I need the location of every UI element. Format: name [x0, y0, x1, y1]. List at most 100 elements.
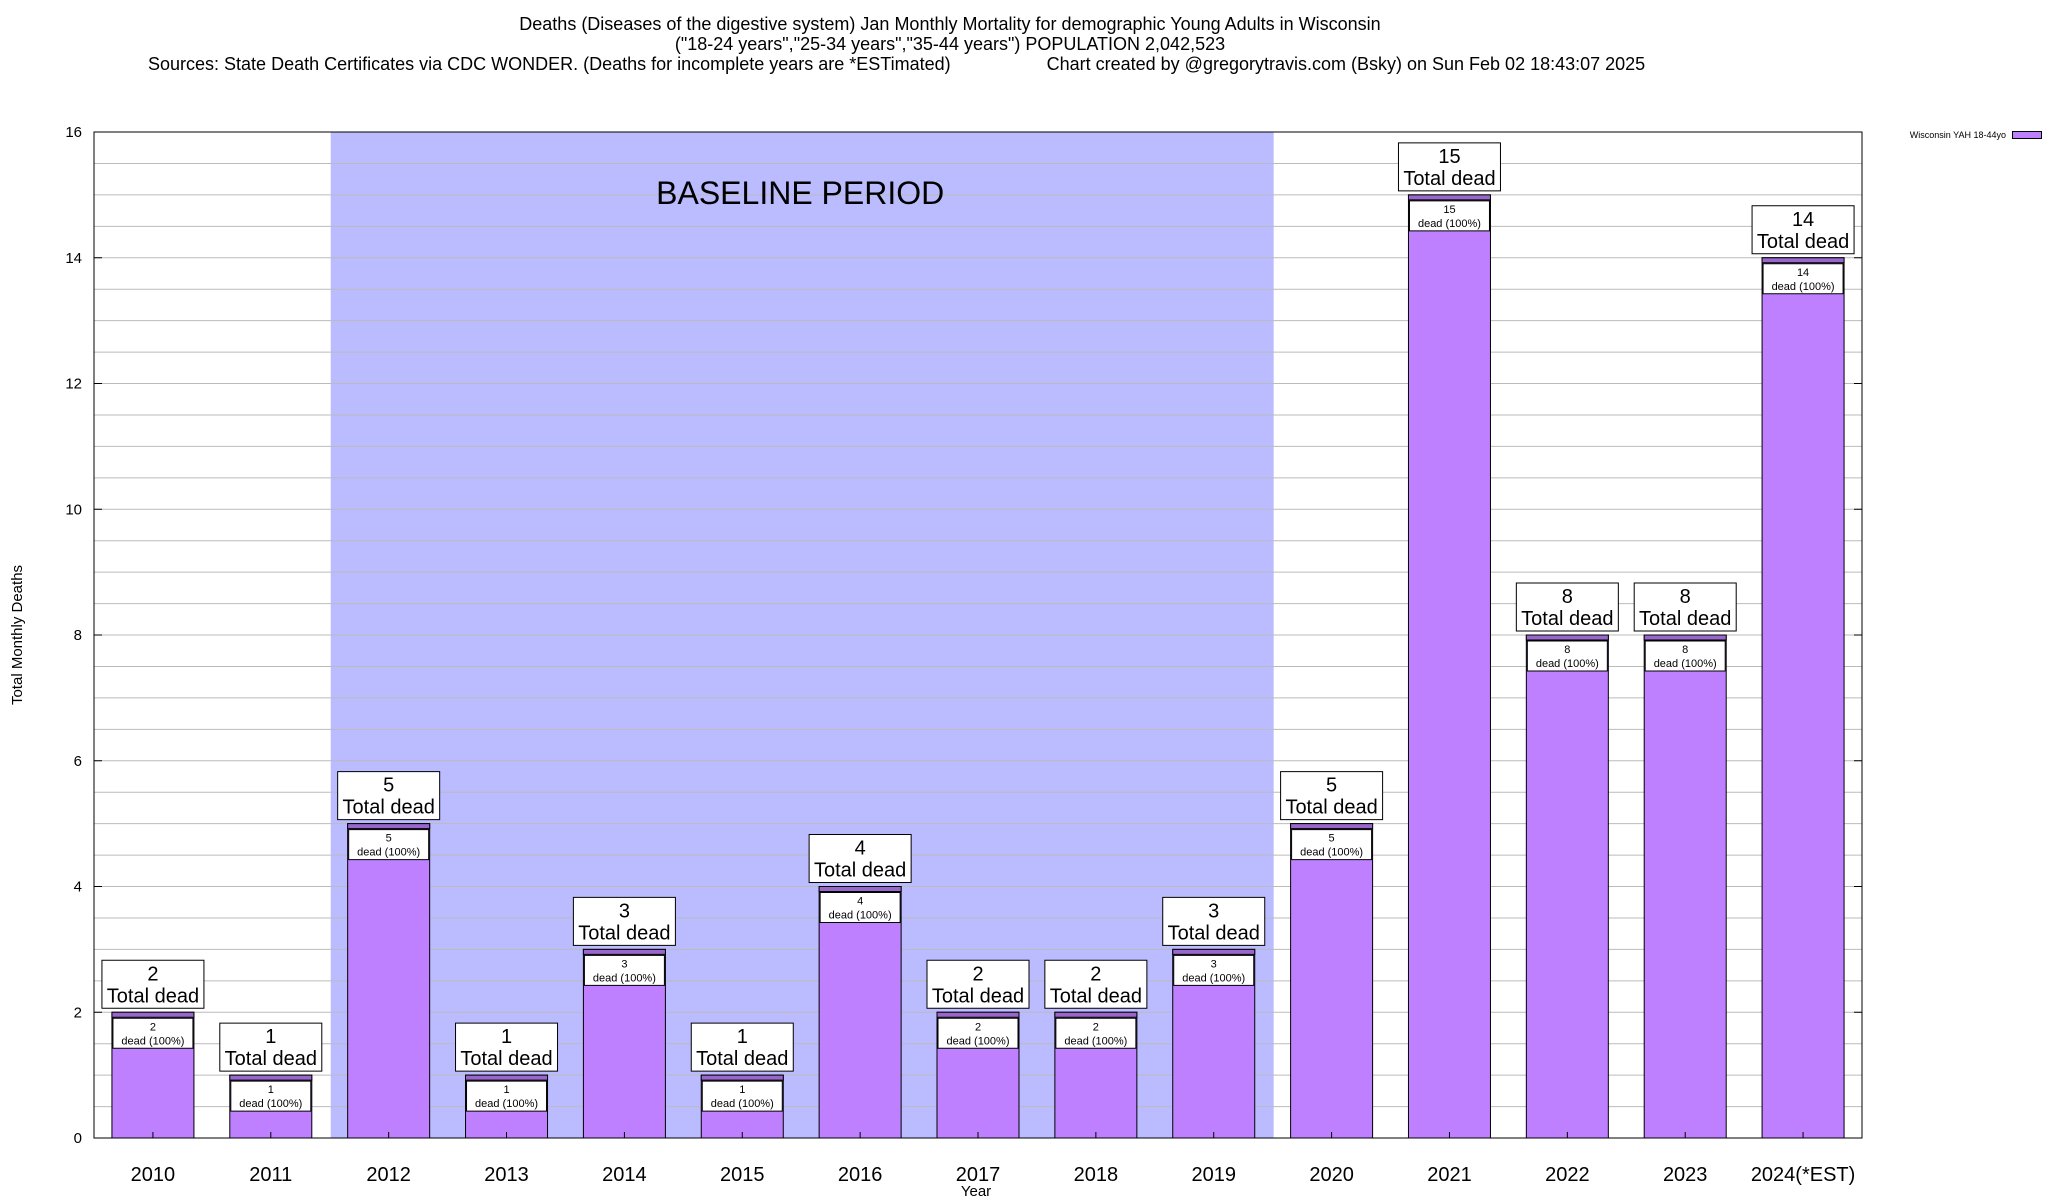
bar-top [936, 1011, 1020, 1018]
x-tick-label: 2015 [720, 1164, 765, 1186]
x-tick-label: 2024(*EST) [1751, 1164, 1856, 1186]
bar [1761, 257, 1845, 1139]
total-label-value: 2 [972, 963, 983, 985]
inner-label-text: dead (100%) [1772, 281, 1835, 293]
bar [1290, 823, 1374, 1139]
inner-label-value: 5 [386, 833, 392, 845]
bar [1643, 634, 1727, 1139]
inner-label-value: 4 [857, 896, 863, 908]
bar-top [111, 1011, 195, 1018]
chart-title: Deaths (Diseases of the digestive system… [519, 14, 1381, 34]
inner-label-value: 3 [1211, 958, 1217, 970]
bar [818, 886, 902, 1139]
inner-label-box [1055, 1017, 1137, 1049]
inner-label-box [1173, 954, 1255, 986]
inner-label-text: dead (100%) [593, 972, 656, 984]
total-label-box [101, 959, 205, 1009]
total-label-text: Total dead [225, 1048, 317, 1070]
inner-label-text: dead (100%) [475, 1098, 538, 1110]
chart-sources: Sources: State Death Certificates via CD… [148, 54, 1848, 74]
total-label-box [1280, 771, 1384, 821]
chart-title-block: Deaths (Diseases of the digestive system… [0, 14, 1900, 74]
inner-label-text: dead (100%) [1064, 1035, 1127, 1047]
bar-top [465, 1074, 549, 1081]
total-label-value: 4 [855, 838, 866, 860]
x-tick-label: 2019 [1191, 1164, 1236, 1186]
bar-top [1172, 948, 1256, 955]
total-label-box [808, 834, 912, 883]
total-label-text: Total dead [578, 922, 670, 944]
total-label-value: 15 [1438, 146, 1460, 168]
x-tick-label: 2020 [1309, 1164, 1354, 1186]
x-tick-label: 2016 [838, 1164, 883, 1186]
x-tick-label: 2013 [484, 1164, 529, 1186]
x-tick-label: 2021 [1427, 1164, 1472, 1186]
inner-label-value: 14 [1797, 267, 1809, 279]
x-tick-label: 2018 [1074, 1164, 1119, 1186]
total-label-text: Total dead [1639, 608, 1731, 630]
total-label-value: 8 [1680, 586, 1691, 608]
total-label-value: 5 [1326, 775, 1337, 797]
inner-label-box [937, 1017, 1019, 1049]
total-label-box [1751, 205, 1855, 255]
total-label-value: 2 [147, 963, 158, 985]
total-label-value: 3 [1208, 900, 1219, 922]
x-tick-label: 2010 [131, 1164, 176, 1186]
y-tick-label: 8 [74, 627, 82, 644]
inner-label-box [1762, 263, 1844, 295]
total-label-value: 3 [619, 900, 630, 922]
bar-top [1643, 634, 1727, 641]
y-tick-label: 12 [65, 376, 82, 393]
total-label-text: Total dead [696, 1048, 788, 1070]
inner-label-box [583, 954, 665, 986]
total-label-value: 2 [1090, 963, 1101, 985]
total-label-text: Total dead [1403, 168, 1495, 190]
inner-label-text: dead (100%) [1654, 658, 1717, 670]
bar-top [1525, 634, 1609, 641]
inner-label-value: 1 [268, 1084, 274, 1096]
inner-label-box [348, 829, 430, 861]
inner-label-box [230, 1080, 312, 1112]
inner-label-box [1408, 200, 1490, 232]
inner-label-text: dead (100%) [1536, 658, 1599, 670]
inner-label-value: 1 [503, 1084, 509, 1096]
inner-label-box [1644, 640, 1726, 672]
x-tick-label: 2011 [249, 1164, 292, 1186]
total-label-text: Total dead [1285, 797, 1377, 819]
inner-label-box [1291, 829, 1373, 861]
total-label-box [572, 896, 676, 946]
inner-label-text: dead (100%) [239, 1098, 302, 1110]
baseline-label: BASELINE PERIOD [656, 175, 944, 211]
inner-label-text: dead (100%) [829, 910, 892, 922]
inner-label-box [819, 892, 901, 923]
inner-label-text: dead (100%) [1418, 218, 1481, 230]
bar-top [1761, 257, 1845, 264]
total-label-box [455, 1022, 559, 1072]
legend-label: Wisconsin YAH 18-44yo [1909, 130, 2006, 140]
credit-text: Chart created by @gregorytravis.com (Bsk… [1046, 54, 1646, 74]
x-tick-label: 2017 [956, 1164, 1001, 1186]
x-tick-label: 2012 [366, 1164, 411, 1186]
bar-top [1290, 823, 1374, 830]
total-label-box [1162, 896, 1266, 946]
inner-label-value: 1 [739, 1084, 745, 1096]
bar-top [582, 948, 666, 955]
total-label-box [1044, 959, 1148, 1009]
sources-text: Sources: State Death Certificates via CD… [148, 54, 951, 74]
inner-label-box [1526, 640, 1608, 672]
y-tick-label: 0 [74, 1130, 82, 1147]
inner-label-value: 8 [1682, 644, 1688, 656]
inner-label-box [112, 1017, 194, 1049]
inner-label-value: 8 [1564, 644, 1570, 656]
chart-subtitle: ("18-24 years","25-34 years","35-44 year… [674, 34, 1226, 54]
y-tick-label: 2 [74, 1004, 82, 1021]
bar-top [347, 823, 431, 830]
total-label-text: Total dead [107, 985, 199, 1007]
total-label-text: Total dead [932, 985, 1024, 1007]
total-label-value: 5 [383, 775, 394, 797]
inner-label-text: dead (100%) [357, 847, 420, 859]
total-label-value: 14 [1792, 209, 1814, 231]
x-tick-label: 2023 [1663, 1164, 1708, 1186]
total-label-box [1397, 142, 1501, 192]
legend: Wisconsin YAH 18-44yo [1910, 130, 2042, 140]
